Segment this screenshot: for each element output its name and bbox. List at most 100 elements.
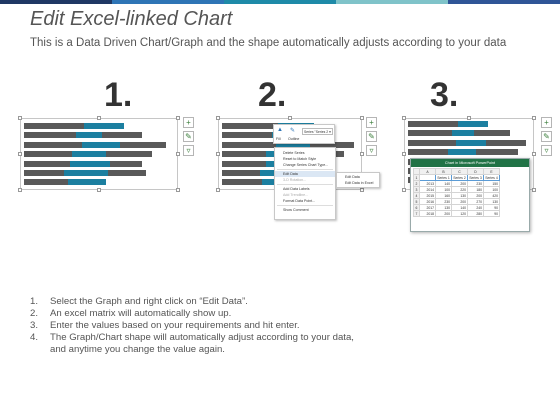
bar-row[interactable] [222, 141, 354, 148]
resize-handle[interactable] [176, 152, 180, 156]
bar-row[interactable] [24, 132, 142, 139]
bar-segment [24, 179, 68, 186]
filter-icon[interactable]: ▿ [541, 145, 552, 156]
resize-handle[interactable] [216, 152, 220, 156]
bar-segment [24, 160, 70, 167]
context-menu-item[interactable]: Add Trendline... [283, 193, 309, 197]
context-menu-item[interactable]: Format Data Point... [283, 199, 316, 203]
bar-segment [408, 149, 448, 156]
step-number-1: 1. [104, 76, 133, 114]
bar-row[interactable] [24, 170, 146, 176]
table-cell[interactable]: 2018 [419, 210, 436, 217]
resize-handle[interactable] [532, 116, 536, 120]
bar-row[interactable] [24, 151, 152, 158]
resize-handle[interactable] [216, 188, 220, 192]
table-cell[interactable]: 90 [483, 210, 500, 217]
table-row: 5 2016 230 200 270 130 [413, 198, 500, 205]
bar-segment [408, 130, 452, 137]
plus-icon[interactable]: + [541, 117, 552, 128]
accent-segment [448, 0, 560, 4]
resize-handle[interactable] [18, 188, 22, 192]
bar-segment [486, 139, 526, 146]
bar-segment [310, 141, 354, 148]
bar-row[interactable] [24, 179, 106, 186]
resize-handle[interactable] [360, 188, 364, 192]
resize-handle[interactable] [97, 116, 101, 120]
bar-row[interactable] [408, 149, 518, 156]
menu-separator [277, 205, 333, 206]
step-index: 3. [30, 320, 39, 331]
resize-handle[interactable] [467, 116, 471, 120]
resize-handle[interactable] [360, 152, 364, 156]
resize-handle[interactable] [402, 188, 406, 192]
step-number-3: 3. [430, 76, 459, 114]
resize-handle[interactable] [532, 152, 536, 156]
table-row: 3 2014 100 220 180 100 [413, 186, 500, 193]
bar-segment [24, 132, 76, 139]
bar-segment [222, 170, 260, 176]
series-dropdown[interactable]: Series "Series 2 ▾ [302, 128, 333, 135]
accent-bar [0, 0, 560, 4]
bar-row[interactable] [408, 130, 510, 137]
resize-handle[interactable] [288, 116, 292, 120]
context-menu-item[interactable]: Show Comment [283, 208, 309, 212]
resize-handle[interactable] [18, 152, 22, 156]
accent-segment [0, 0, 112, 4]
resize-handle[interactable] [176, 116, 180, 120]
outline-icon[interactable]: ✎ [290, 128, 296, 134]
filter-icon[interactable]: ▿ [366, 145, 377, 156]
bar-segment [76, 132, 102, 139]
bar-segment [276, 141, 310, 148]
bar-segment [222, 141, 276, 148]
submenu-item-edit-data[interactable]: Edit Data [345, 175, 360, 179]
context-menu-item[interactable]: Add Data Labels [283, 187, 310, 191]
resize-handle[interactable] [402, 152, 406, 156]
plus-icon[interactable]: + [183, 117, 194, 128]
outline-label: Outline [288, 137, 300, 141]
resize-handle[interactable] [18, 116, 22, 120]
chart-panel-1[interactable] [18, 116, 180, 192]
table-cell[interactable]: 200 [435, 210, 452, 217]
bar-segment [24, 141, 82, 148]
bar-row[interactable] [24, 141, 166, 148]
context-menu-item[interactable]: Reset to Match Style [283, 157, 317, 161]
chart-tools: + ✎ ▿ [541, 117, 552, 156]
excel-title-bar: Chart in Microsoft PowerPoint [411, 159, 529, 167]
bar-segment [82, 141, 120, 148]
bar-row[interactable] [24, 160, 142, 167]
step-text: Enter the values based on your requireme… [50, 320, 300, 331]
step-index: 1. [30, 296, 39, 307]
brush-icon[interactable]: ✎ [541, 131, 552, 142]
brush-icon[interactable]: ✎ [366, 131, 377, 142]
context-menu-item[interactable]: Change Series Chart Type... [283, 163, 329, 167]
fill-label: Fill [276, 137, 281, 141]
fill-icon[interactable]: ▲ [277, 127, 283, 133]
bar-segment [452, 130, 474, 137]
table-cell[interactable]: 120 [451, 210, 468, 217]
context-menu-item[interactable]: Delete Series [283, 151, 305, 155]
context-menu-item[interactable]: Edit Data [275, 171, 335, 177]
resize-handle[interactable] [532, 188, 536, 192]
plus-icon[interactable]: + [366, 117, 377, 128]
bar-segment [24, 123, 84, 129]
resize-handle[interactable] [360, 116, 364, 120]
context-menu-item[interactable]: 3-D Rotation... [283, 178, 307, 182]
brush-icon[interactable]: ✎ [183, 131, 194, 142]
table-cell[interactable]: 280 [467, 210, 484, 217]
filter-icon[interactable]: ▿ [183, 145, 194, 156]
menu-separator [277, 184, 333, 185]
bar-segment [222, 132, 272, 139]
resize-handle[interactable] [97, 188, 101, 192]
instructions-list: 1. Select the Graph and right click on “E… [30, 296, 354, 356]
bar-row[interactable] [24, 123, 124, 129]
bar-row[interactable] [408, 121, 488, 127]
bar-segment [408, 121, 458, 127]
submenu-item-edit-data-in-excel[interactable]: Edit Data in Excel [345, 181, 374, 185]
resize-handle[interactable] [216, 116, 220, 120]
resize-handle[interactable] [402, 116, 406, 120]
resize-handle[interactable] [176, 188, 180, 192]
mini-toolbar: ▲ ✎ Series "Series 2 ▾ Fill Outline [273, 124, 335, 144]
excel-window[interactable]: Chart in Microsoft PowerPoint A B C D E 1 Seri… [410, 158, 530, 232]
bar-row[interactable] [408, 139, 526, 146]
